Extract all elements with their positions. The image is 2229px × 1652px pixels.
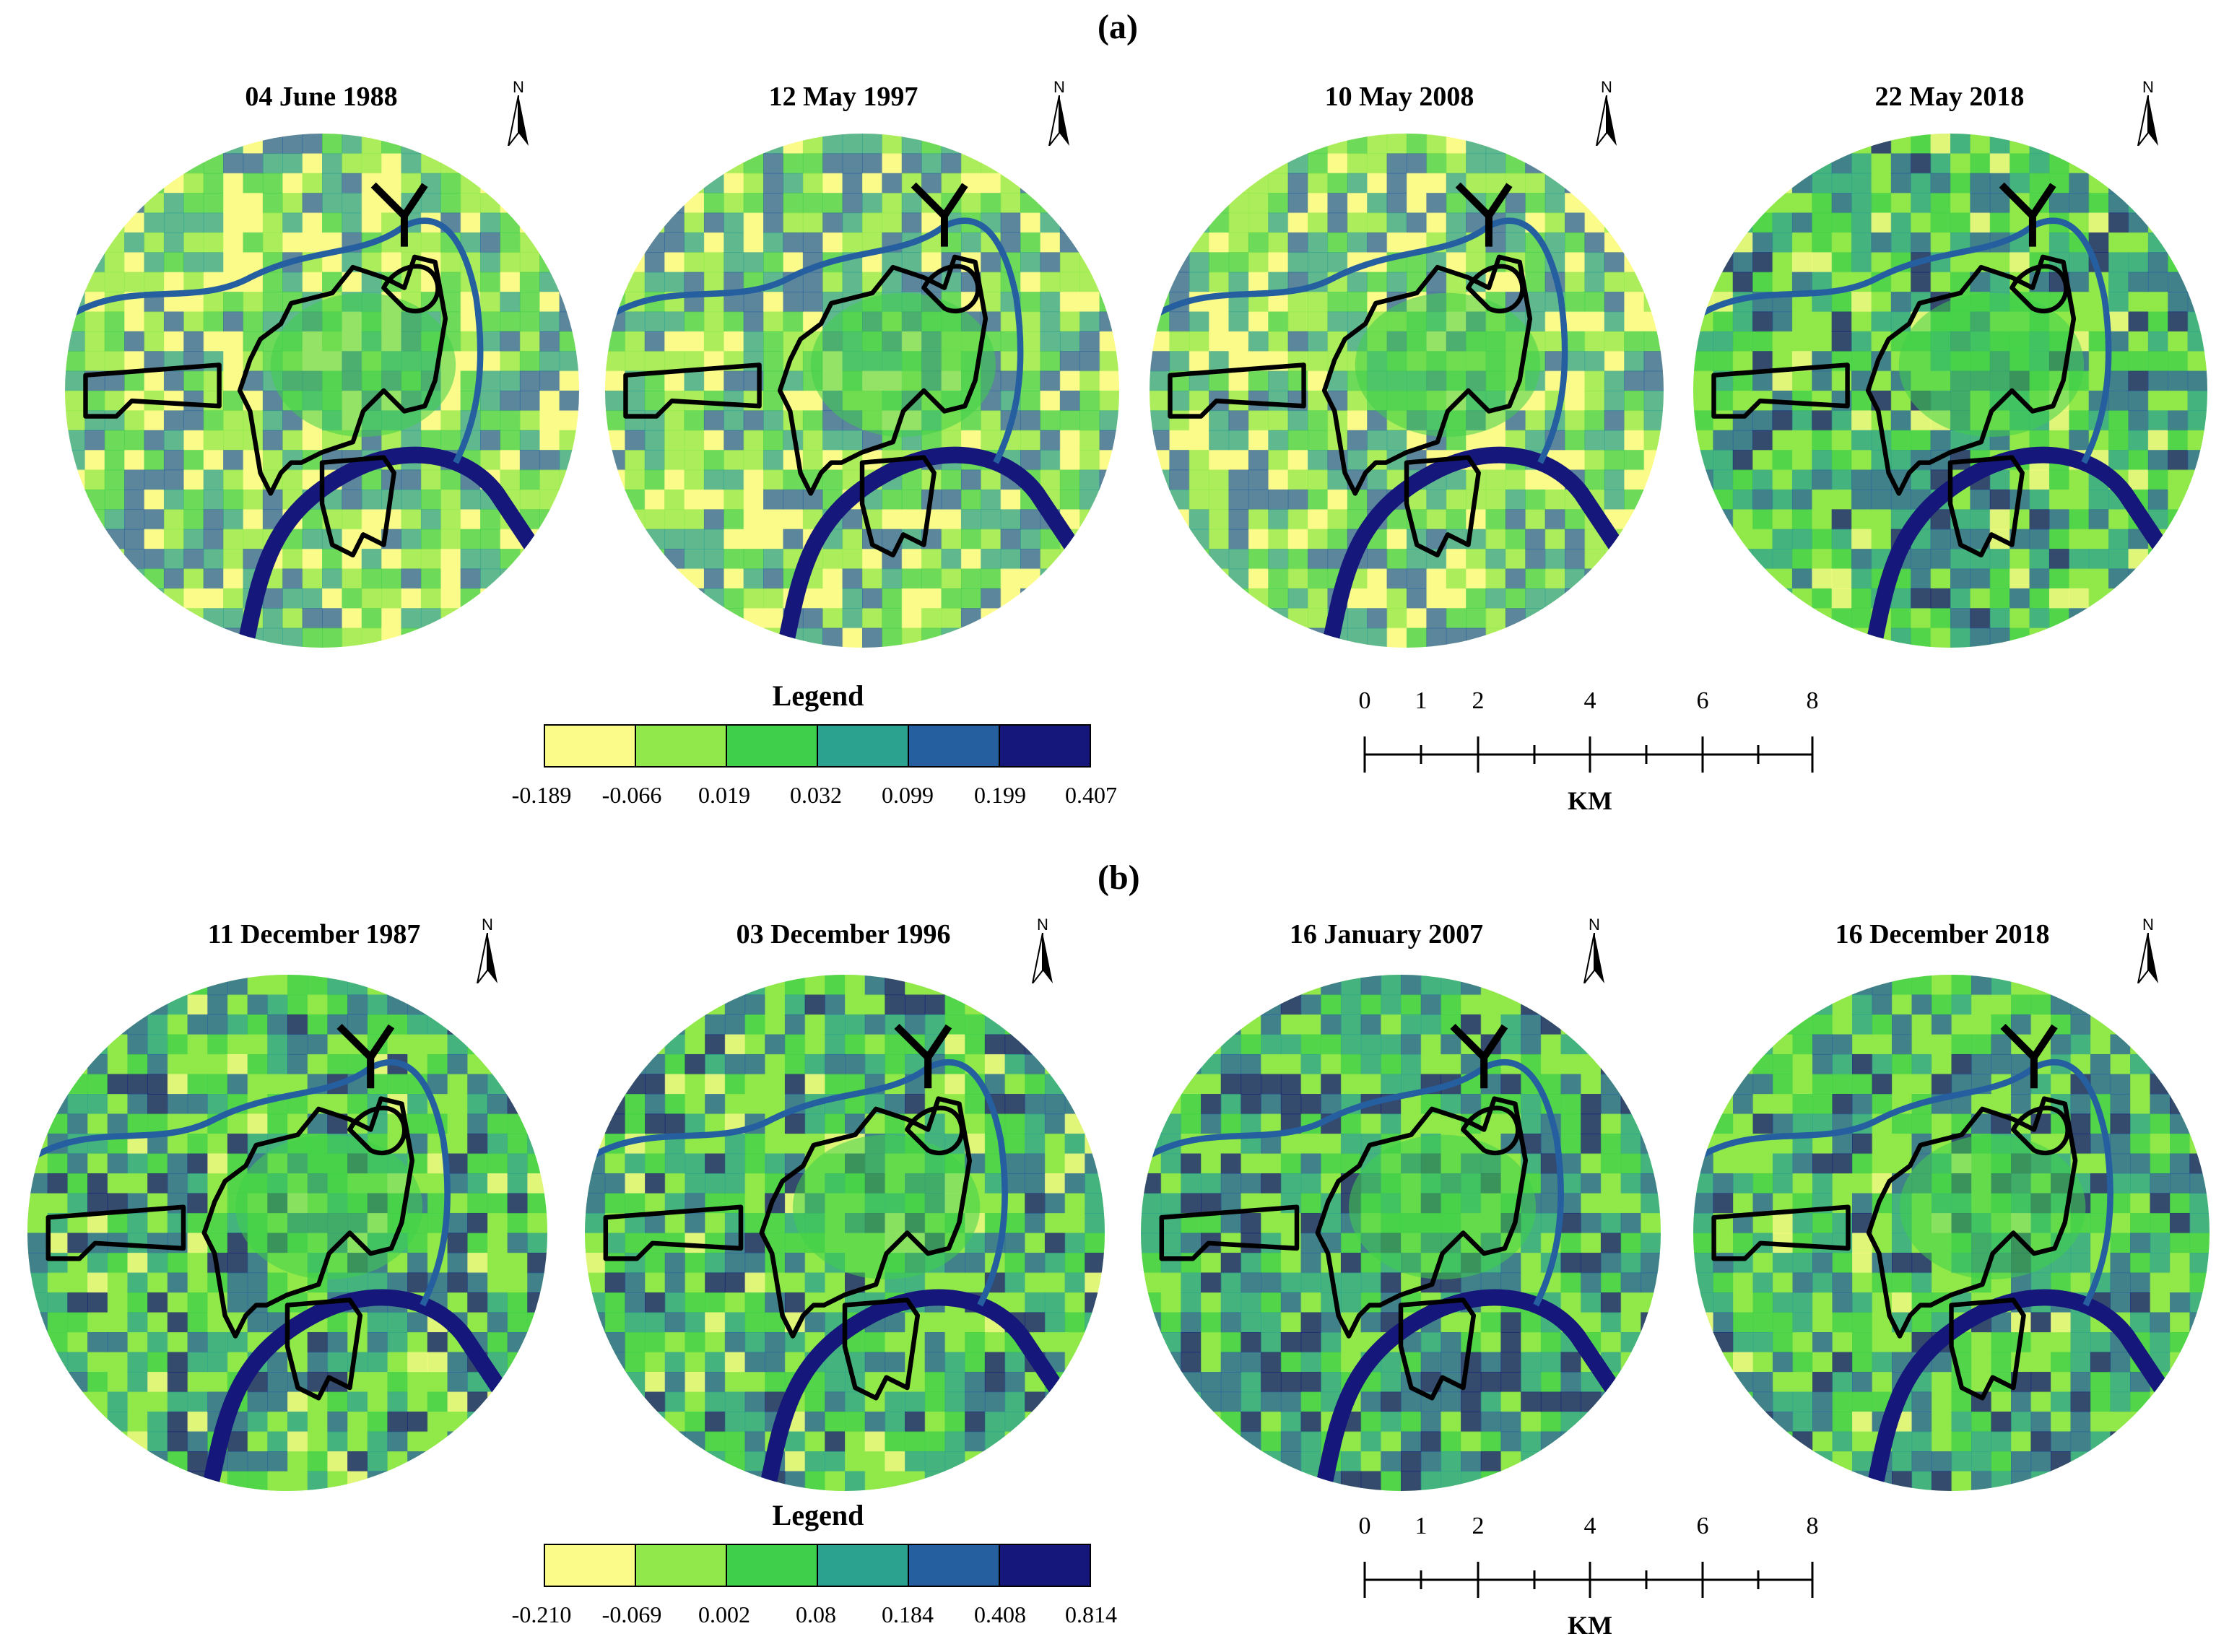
north-label: N xyxy=(1601,78,1612,96)
legend-value: -0.210 xyxy=(511,1601,572,1627)
map-circle-a1 xyxy=(65,134,579,648)
north-arrow-icon: N xyxy=(2134,916,2163,983)
legend-swatch xyxy=(727,1545,818,1586)
legend-value: 0.814 xyxy=(1065,1601,1117,1627)
classified-raster xyxy=(605,134,1119,648)
map-date-a1: 04 June 1988 xyxy=(245,82,398,112)
north-arrow-icon: N xyxy=(1028,916,1057,983)
map-circle-a3 xyxy=(1150,134,1664,648)
classified-raster xyxy=(1693,975,2210,1491)
north-arrow-icon: N xyxy=(1580,916,1609,983)
legend-swatch xyxy=(545,726,636,766)
legend-colorbar-a xyxy=(544,724,1091,768)
classified-raster xyxy=(1141,975,1661,1491)
scale-number: 4 xyxy=(1583,1513,1596,1539)
panel-label-b: (b) xyxy=(1098,858,1140,897)
map-date-a3: 10 May 2008 xyxy=(1324,82,1474,112)
legend-value: 0.407 xyxy=(1065,782,1117,808)
panel-label-a: (a) xyxy=(1098,8,1138,46)
north-label: N xyxy=(1589,916,1600,934)
scale-unit: KM xyxy=(1568,1611,1612,1640)
legend-swatch xyxy=(636,1545,727,1586)
legend-swatch xyxy=(909,1545,1000,1586)
map-date-b2: 03 December 1996 xyxy=(736,919,951,949)
scale-number: 4 xyxy=(1583,687,1596,714)
scale-number: 0 xyxy=(1358,1513,1371,1539)
legend-value: 0.08 xyxy=(796,1601,836,1627)
north-label: N xyxy=(513,78,524,96)
legend-value: 0.184 xyxy=(882,1601,934,1627)
scale-bar-b xyxy=(1363,1562,1814,1598)
north-label: N xyxy=(2142,916,2154,934)
legend-swatch xyxy=(636,726,727,766)
legend-value: 0.019 xyxy=(698,782,750,808)
map-circle-b4 xyxy=(1693,975,2210,1491)
map-circle-a2 xyxy=(605,134,1119,648)
map-circle-a4 xyxy=(1693,134,2207,648)
classified-raster xyxy=(65,134,579,648)
map-circle-b2 xyxy=(585,975,1105,1491)
legend-swatch xyxy=(818,726,909,766)
legend-swatch xyxy=(1000,1545,1090,1586)
scale-number: 2 xyxy=(1472,687,1485,714)
north-arrow-icon: N xyxy=(473,916,502,983)
classified-raster xyxy=(1150,134,1664,648)
legend-swatch xyxy=(909,726,1000,766)
scale-number: 2 xyxy=(1472,1513,1485,1539)
legend-title-a: Legend xyxy=(772,679,864,712)
north-label: N xyxy=(1037,916,1048,934)
north-arrow-icon: N xyxy=(1045,78,1074,146)
scale-number: 6 xyxy=(1696,1513,1709,1539)
north-arrow-icon: N xyxy=(504,78,533,146)
legend-swatch xyxy=(1000,726,1090,766)
map-date-a2: 12 May 1997 xyxy=(768,82,918,112)
map-date-b4: 16 December 2018 xyxy=(1835,919,2050,949)
legend-value: 0.099 xyxy=(882,782,934,808)
scale-unit: KM xyxy=(1568,786,1612,815)
scale-bar-a xyxy=(1363,736,1814,773)
map-circle-b3 xyxy=(1141,975,1661,1491)
legend-swatch xyxy=(545,1545,636,1586)
legend-value: -0.189 xyxy=(511,782,572,808)
map-date-b3: 16 January 2007 xyxy=(1289,919,1484,949)
scale-number: 8 xyxy=(1806,1513,1819,1539)
classified-raster xyxy=(27,975,547,1491)
scale-number: 8 xyxy=(1806,687,1819,714)
north-label: N xyxy=(1053,78,1065,96)
north-arrow-icon: N xyxy=(2134,78,2163,146)
legend-title-b: Legend xyxy=(772,1499,864,1531)
legend-value: 0.199 xyxy=(974,782,1026,808)
north-label: N xyxy=(2142,78,2154,96)
legend-value: 0.002 xyxy=(698,1601,750,1627)
legend-value: -0.069 xyxy=(601,1601,662,1627)
north-arrow-icon: N xyxy=(1592,78,1621,146)
legend-colorbar-b xyxy=(544,1544,1091,1587)
legend-value: -0.066 xyxy=(601,782,662,808)
classified-raster xyxy=(1693,134,2207,648)
legend-swatch xyxy=(727,726,818,766)
map-date-b1: 11 December 1987 xyxy=(207,919,421,949)
classified-raster xyxy=(585,975,1105,1491)
scale-number: 6 xyxy=(1696,687,1709,714)
scale-number: 1 xyxy=(1415,1513,1428,1539)
legend-value: 0.032 xyxy=(790,782,842,808)
map-date-a4: 22 May 2018 xyxy=(1874,82,2025,112)
scale-number: 0 xyxy=(1358,687,1371,714)
scale-number: 1 xyxy=(1415,687,1428,714)
legend-value: 0.408 xyxy=(974,1601,1026,1627)
north-label: N xyxy=(482,916,493,934)
map-circle-b1 xyxy=(27,975,547,1491)
legend-swatch xyxy=(818,1545,909,1586)
